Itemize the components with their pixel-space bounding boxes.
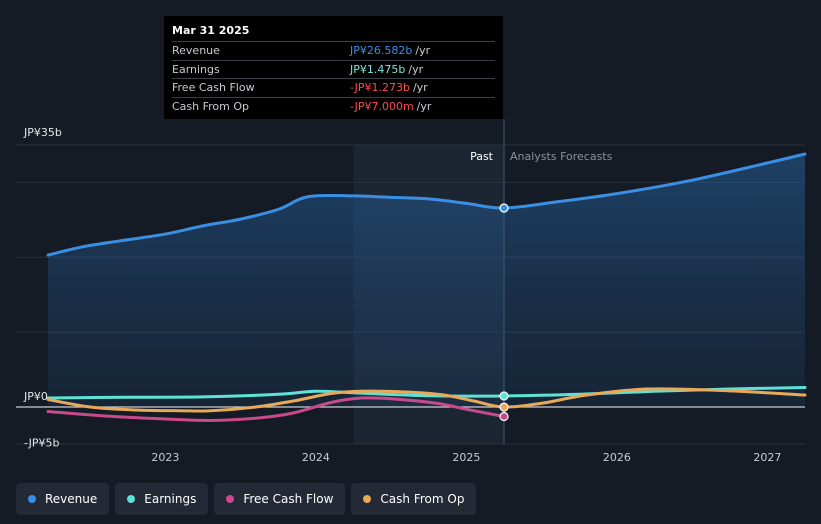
free-cash-flow-line — [46, 396, 506, 422]
tooltip-row-earnings: Earnings JP¥1.475b /yr — [172, 59, 495, 79]
tooltip-unit: /yr — [412, 81, 428, 95]
legend-label: Revenue — [45, 492, 98, 506]
series-lines — [46, 152, 807, 422]
tooltip-value: JP¥1.475b — [350, 62, 406, 76]
revenue-area-fill — [48, 153, 805, 407]
tooltip-date: Mar 31 2025 — [172, 24, 250, 37]
tooltip-unit: /yr — [408, 62, 424, 76]
tooltip-label: Free Cash Flow — [172, 81, 255, 95]
earnings-marker — [499, 391, 509, 401]
cash-from-op-line — [46, 387, 807, 413]
tooltip-value: JP¥26.582b — [350, 44, 413, 58]
free-cash-flow-dot-icon — [226, 495, 235, 503]
legend-label: Free Cash Flow — [243, 492, 334, 506]
revenue-line — [46, 152, 807, 257]
tooltip-unit: /yr — [416, 99, 432, 113]
tooltip-value: -JP¥7.000m — [350, 99, 414, 113]
tooltip-label: Cash From Op — [172, 99, 250, 113]
tooltip-row-cash-from-op: Cash From Op -JP¥7.000m /yr — [172, 96, 495, 116]
hover-markers — [499, 203, 509, 422]
legend-item-revenue[interactable]: Revenue — [16, 483, 110, 515]
y-axis-labels: JP¥35b JP¥0 -JP¥5b — [23, 126, 62, 449]
tooltip-row-revenue: Revenue JP¥26.582b /yr — [172, 41, 495, 60]
y-tick-label: JP¥35b — [23, 126, 62, 139]
tooltip-unit: /yr — [415, 44, 431, 58]
cash-from-op-marker — [499, 402, 509, 412]
legend-item-earnings[interactable]: Earnings — [115, 483, 209, 515]
tooltip-value: -JP¥1.273b — [350, 81, 410, 95]
revenue-area — [48, 153, 805, 407]
y-tick-label: JP¥0 — [23, 390, 48, 403]
legend-item-free-cash-flow[interactable]: Free Cash Flow — [214, 483, 346, 515]
legend-item-cash-from-op[interactable]: Cash From Op — [351, 483, 477, 515]
free-cash-flow-marker — [499, 411, 509, 422]
data-tooltip: Mar 31 2025 Revenue JP¥26.582b /yr Earni… — [164, 16, 503, 119]
x-tick-label: 2027 — [753, 451, 781, 464]
past-section-label: Past — [470, 150, 494, 163]
x-tick-label: 2026 — [603, 451, 631, 464]
earnings-line — [46, 386, 807, 400]
x-axis-labels: 2023 2024 2025 2026 2027 — [151, 451, 781, 464]
earnings-dot-icon — [127, 495, 136, 503]
x-tick-label: 2023 — [151, 451, 179, 464]
revenue-dot-icon — [28, 495, 36, 503]
cash-from-op-dot-icon — [363, 495, 372, 503]
revenue-marker — [499, 203, 509, 213]
tooltip-label: Revenue — [172, 44, 220, 58]
chart-legend: Revenue Earnings Free Cash Flow Cash Fro… — [16, 483, 477, 515]
forecast-section-label: Analysts Forecasts — [510, 150, 613, 163]
tooltip-label: Earnings — [172, 62, 220, 76]
y-tick-label: -JP¥5b — [24, 436, 59, 449]
tooltip-row-free-cash-flow: Free Cash Flow -JP¥1.273b /yr — [172, 78, 495, 97]
x-tick-label: 2024 — [302, 451, 330, 464]
legend-label: Cash From Op — [380, 492, 465, 506]
x-tick-label: 2025 — [452, 451, 480, 464]
legend-label: Earnings — [144, 492, 197, 506]
